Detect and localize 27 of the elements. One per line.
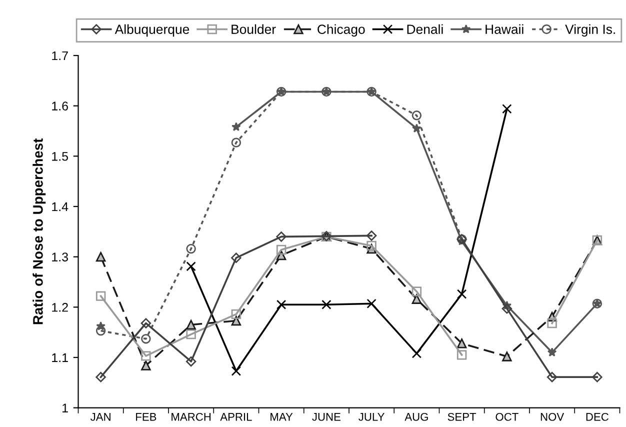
legend-label: Boulder — [232, 24, 276, 34]
y-tick-label: 1.4 — [52, 202, 68, 212]
legend-label: Chicago — [318, 24, 365, 37]
x-tick-label: APRIL — [220, 413, 252, 421]
x-tick-label: SEPT — [448, 412, 476, 421]
y-tick-label: 1.5 — [52, 152, 68, 161]
y-tick-label: 1.6 — [52, 102, 68, 110]
y-axis-title: Ratio of Nose to Upperchest — [32, 138, 46, 324]
x-tick-label: FEB — [136, 413, 156, 421]
x-tick-label: JUNE — [312, 413, 340, 421]
x-tick-label: OCT — [496, 412, 518, 421]
y-tick-label: 1 — [62, 404, 68, 412]
legend-label: Hawaii — [486, 24, 524, 34]
x-tick-label: AUG — [404, 412, 428, 421]
x-tick-label: MARCH — [172, 412, 211, 421]
x-tick-label: JAN — [90, 413, 110, 421]
y-tick-label: 1.1 — [52, 353, 68, 362]
x-tick-label: NOV — [540, 412, 564, 421]
y-tick-label: 1.2 — [52, 302, 68, 312]
y-tick-label: 1.3 — [52, 252, 68, 262]
x-tick-label: DEC — [586, 412, 608, 421]
legend-label: Virgin Is. — [565, 24, 615, 37]
y-tick-label: 1.7 — [52, 51, 68, 60]
legend-label: Denali — [407, 24, 443, 34]
x-tick-label: JULY — [358, 413, 384, 421]
x-tick-label: MAY — [270, 413, 293, 421]
legend-label: Albuquerque — [114, 24, 190, 37]
